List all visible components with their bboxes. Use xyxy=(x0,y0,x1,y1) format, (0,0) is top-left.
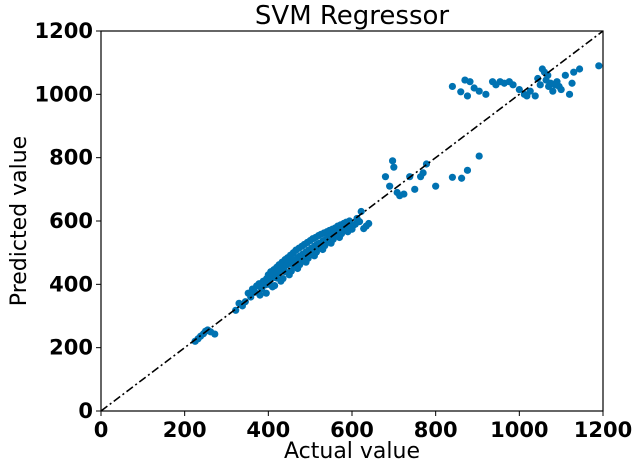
y-tick-label: 600 xyxy=(49,209,93,233)
data-point xyxy=(536,81,544,89)
data-point xyxy=(337,230,346,238)
data-point xyxy=(466,78,474,86)
data-point xyxy=(279,275,287,283)
data-point xyxy=(365,219,373,228)
data-point xyxy=(432,182,440,190)
data-point xyxy=(357,207,365,216)
data-point xyxy=(348,225,356,233)
x-axis-ticks: 0 200 400 600 800 1000 1200 xyxy=(94,411,632,442)
data-point xyxy=(561,71,569,79)
y-tick-label: 0 xyxy=(78,399,93,423)
data-point xyxy=(448,82,456,91)
y-axis-label: Predicted value xyxy=(7,136,32,306)
data-point xyxy=(390,163,398,171)
y-tick-label: 1000 xyxy=(35,82,93,106)
data-point xyxy=(515,85,523,94)
data-point xyxy=(262,289,270,297)
x-tick-label: 600 xyxy=(330,418,374,442)
data-point xyxy=(411,185,419,193)
data-point xyxy=(355,218,364,226)
data-point xyxy=(386,182,394,190)
x-tick-label: 1200 xyxy=(574,418,632,442)
data-point xyxy=(565,90,574,98)
x-axis-label: Actual value xyxy=(284,439,420,464)
data-point xyxy=(256,291,264,299)
data-point xyxy=(458,174,466,182)
data-point xyxy=(400,190,408,198)
x-tick-label: 200 xyxy=(163,418,207,442)
data-point xyxy=(419,169,427,177)
data-point xyxy=(448,173,456,181)
x-tick-label: 800 xyxy=(414,418,458,442)
y-tick-label: 400 xyxy=(49,272,93,296)
data-point xyxy=(557,85,565,94)
data-point xyxy=(211,330,219,338)
y-axis-ticks: 0 200 400 600 800 1000 1200 xyxy=(35,19,101,423)
data-point xyxy=(457,88,465,96)
data-point xyxy=(568,79,576,87)
data-point xyxy=(509,81,517,89)
data-point xyxy=(463,92,472,100)
data-point xyxy=(232,306,240,314)
data-point xyxy=(544,71,552,79)
data-point xyxy=(463,166,472,174)
data-point xyxy=(381,173,390,181)
data-point xyxy=(482,90,490,98)
data-point xyxy=(595,62,603,70)
y-tick-label: 200 xyxy=(49,336,93,360)
data-point xyxy=(549,87,557,95)
data-point xyxy=(526,87,534,95)
x-tick-label: 0 xyxy=(94,418,109,442)
x-tick-label: 400 xyxy=(246,418,290,442)
identity-line xyxy=(100,30,604,412)
data-point xyxy=(531,92,539,100)
data-point xyxy=(570,68,578,76)
y-tick-label: 1200 xyxy=(35,19,93,43)
data-points xyxy=(191,62,603,345)
y-tick-label: 800 xyxy=(49,146,93,170)
data-point xyxy=(475,87,483,95)
chart-title: SVM Regressor xyxy=(255,1,449,31)
data-point xyxy=(534,74,542,83)
data-point xyxy=(271,282,279,290)
data-point xyxy=(388,157,397,165)
x-tick-label: 1000 xyxy=(490,418,548,442)
data-point xyxy=(475,152,483,160)
data-point xyxy=(575,65,584,73)
